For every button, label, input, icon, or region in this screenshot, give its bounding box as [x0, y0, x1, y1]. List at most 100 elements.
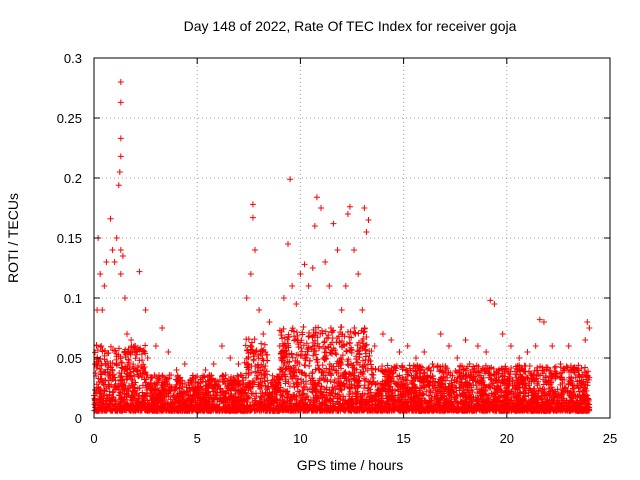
data-point-background: [250, 356, 257, 363]
data-point: [142, 307, 149, 313]
data-point: [181, 361, 188, 367]
data-point-background: [496, 386, 503, 393]
data-point-background: [442, 363, 449, 370]
data-point-background: [368, 371, 375, 378]
data-point-background: [109, 367, 116, 374]
data-point-background: [482, 384, 489, 391]
data-point: [379, 331, 386, 337]
data-point-background: [313, 405, 320, 412]
data-point-background: [574, 378, 581, 385]
data-point-background: [430, 385, 437, 392]
data-point-background: [304, 393, 311, 400]
data-point-background: [561, 376, 568, 383]
data-point-background: [491, 400, 498, 407]
data-point-background: [396, 372, 403, 379]
data-point: [121, 295, 128, 301]
data-point-background: [572, 374, 579, 381]
data-point-background: [173, 376, 180, 383]
data-point-background: [432, 382, 439, 389]
data-point: [388, 337, 395, 343]
data-point-background: [97, 386, 104, 393]
data-point-background: [306, 372, 313, 379]
data-point-background: [408, 403, 415, 410]
data-point-background: [283, 365, 290, 372]
data-point-background: [463, 372, 470, 379]
data-point: [260, 331, 267, 337]
data-point-background: [300, 378, 307, 385]
data-point-background: [511, 392, 518, 399]
data-point-background: [153, 396, 160, 403]
data-point: [491, 301, 498, 307]
data-point-background: [178, 398, 185, 405]
data-point-background: [475, 363, 482, 370]
data-point-background: [212, 382, 219, 389]
data-point-background: [360, 329, 367, 336]
data-point-background: [454, 399, 461, 406]
data-point-background: [245, 361, 252, 368]
data-point-background: [110, 371, 117, 378]
data-point-background: [374, 387, 381, 394]
data-point-background: [353, 391, 360, 398]
data-point-background: [379, 381, 386, 388]
data-point-background: [517, 372, 524, 379]
data-point-background: [392, 400, 399, 407]
data-point-background: [529, 392, 536, 399]
data-point: [280, 295, 287, 301]
data-point-background: [481, 366, 488, 373]
data-point-background: [96, 393, 103, 400]
data-point-background: [326, 361, 333, 368]
data-point-background: [337, 385, 344, 392]
data-point-background: [97, 371, 104, 378]
data-point-background: [567, 379, 574, 386]
data-point-background: [160, 388, 167, 395]
data-point-background: [309, 333, 316, 340]
data-point-background: [261, 374, 268, 381]
data-point-background: [206, 377, 213, 384]
data-point-background: [124, 361, 131, 368]
data-point-background: [242, 342, 249, 349]
data-point-background: [346, 333, 353, 340]
data-point-background: [125, 357, 132, 364]
data-point-background: [353, 353, 360, 360]
chart-title: Day 148 of 2022, Rate Of TEC Index for r…: [184, 18, 517, 34]
data-point-background: [92, 349, 99, 356]
data-point-background: [493, 369, 500, 376]
data-point-background: [343, 348, 350, 355]
data-point-background: [410, 374, 417, 381]
data-point-background: [311, 384, 318, 391]
data-point-background: [442, 377, 449, 384]
data-point-background: [351, 330, 358, 337]
data-point-background: [175, 399, 182, 406]
data-point-background: [448, 406, 455, 413]
data-point-background: [252, 407, 259, 414]
data-point-background: [359, 364, 366, 371]
data-point-background: [251, 349, 258, 356]
data-point-background: [278, 332, 285, 339]
data-point-background: [417, 378, 424, 385]
data-point-background: [209, 381, 216, 388]
data-point-background: [150, 401, 157, 408]
data-point-background: [298, 345, 305, 352]
data-point-background: [520, 389, 527, 396]
data-point-background: [463, 396, 470, 403]
data-point: [256, 307, 263, 313]
data-point: [117, 135, 124, 142]
data-point-background: [312, 388, 319, 395]
data-point-background: [537, 404, 544, 411]
data-point: [297, 271, 304, 277]
data-point-background: [403, 377, 410, 384]
data-point: [462, 337, 469, 343]
data-point-background: [288, 351, 295, 358]
data-point: [429, 361, 436, 367]
data-point-background: [553, 394, 560, 401]
data-point-background: [292, 336, 299, 343]
data-point-background: [328, 371, 335, 378]
data-point-background: [290, 328, 297, 335]
data-point: [287, 176, 294, 183]
data-point-background: [165, 387, 172, 394]
data-point-background: [155, 400, 162, 407]
data-point-background: [478, 380, 485, 387]
data-point-background: [118, 370, 125, 377]
data-point-background: [363, 350, 370, 357]
data-point-background: [286, 358, 293, 365]
